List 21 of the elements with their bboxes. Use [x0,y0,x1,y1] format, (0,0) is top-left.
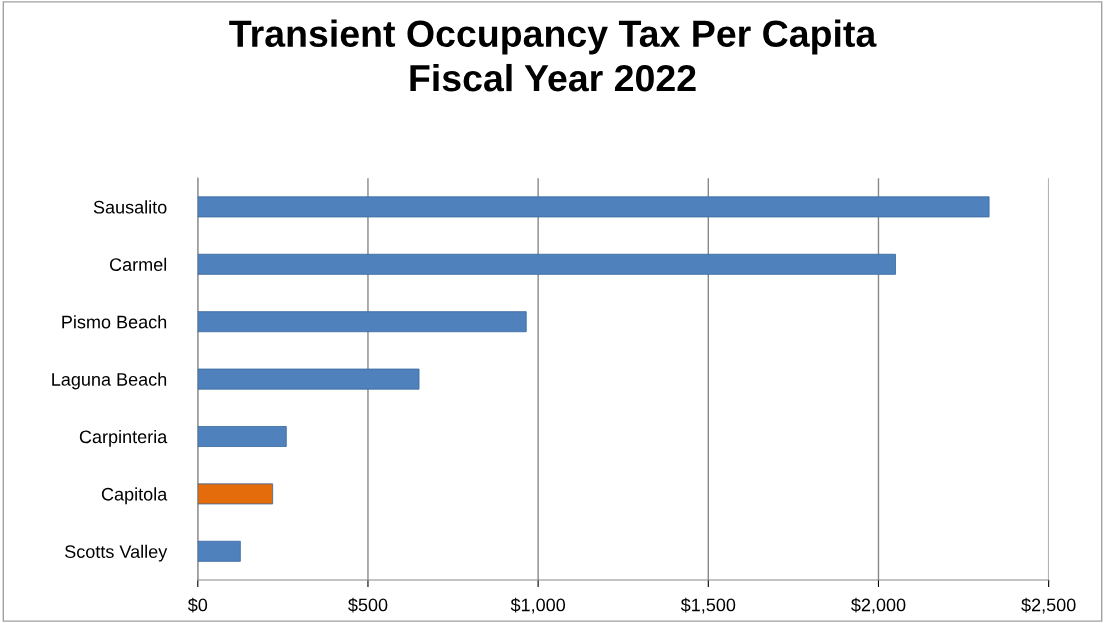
bar [197,196,990,218]
y-tick-label: Sausalito [93,200,167,214]
x-tick-label: $1,000 [510,597,566,614]
y-tick-label: Laguna Beach [52,372,167,390]
bar [197,368,420,390]
bar [197,311,527,333]
y-tick-label: Capitola [101,487,168,505]
bar [197,483,274,505]
bar [197,253,896,275]
y-tick-label: Carpinteria [79,429,168,447]
bar [197,540,241,562]
y-tick-label: Carmel [109,257,167,272]
x-tick-label: $0 [187,597,208,613]
x-tick-label: $2,000 [851,597,906,614]
x-tick-label: $2,500 [1021,597,1076,614]
x-tick-label: $500 [348,597,388,613]
y-tick-label: Pismo Beach [62,315,167,329]
x-tick-label: $1,500 [680,597,736,614]
chart-title: Transient Occupancy Tax Per Capita Fiscal Year 2022 [229,19,877,92]
bar [197,426,287,447]
y-tick-label: Scotts Valley [65,544,168,562]
